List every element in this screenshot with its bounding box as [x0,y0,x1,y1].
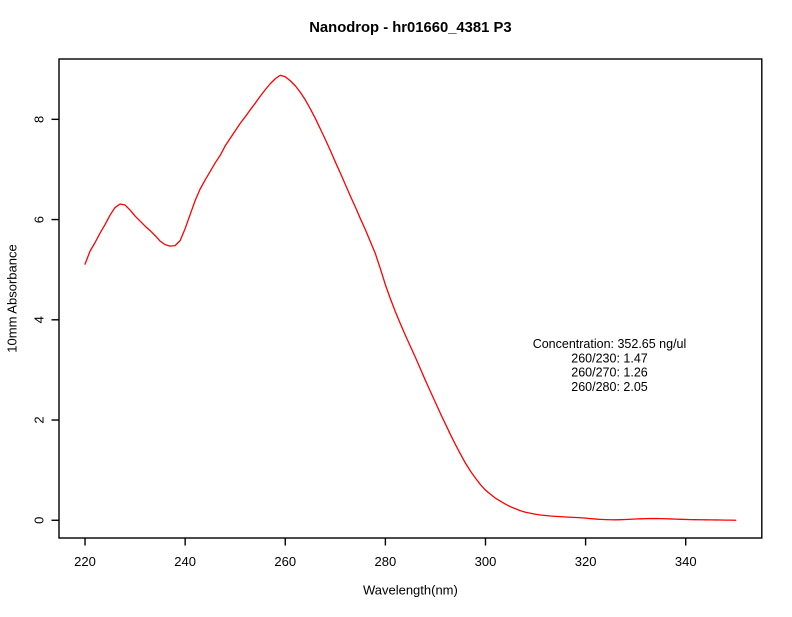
y-tick-label: 8 [32,116,47,123]
x-tick-label: 260 [274,554,296,569]
y-tick-label: 2 [32,416,47,423]
chart-title: Nanodrop - hr01660_4381 P3 [309,20,511,36]
annotation-block: Concentration: 352.65 ng/ul 260/230: 1.4… [533,337,687,394]
x-tick-label: 280 [375,554,397,569]
x-tick-label: 320 [575,554,597,569]
y-axis-label: 10mm Absorbance [5,244,20,352]
y-tick-label: 0 [32,517,47,524]
x-tick-label: 240 [174,554,196,569]
annotation-260-230: 260/230: 1.47 [571,351,648,365]
y-tick-label: 6 [32,216,47,223]
annotation-260-280: 260/280: 2.05 [571,380,648,394]
x-axis: 220 240 260 280 300 320 340 [74,538,697,569]
plot-box [58,58,763,539]
annotation-260-270: 260/270: 1.26 [571,366,648,380]
y-axis: 0 2 4 6 8 [32,116,59,524]
x-tick-label: 220 [74,554,96,569]
x-tick-label: 340 [675,554,697,569]
x-tick-label: 300 [475,554,497,569]
spectrum-line [84,74,737,521]
annotation-concentration: Concentration: 352.65 ng/ul [533,337,687,351]
y-tick-label: 4 [32,316,47,323]
x-axis-label: Wavelength(nm) [363,583,458,598]
